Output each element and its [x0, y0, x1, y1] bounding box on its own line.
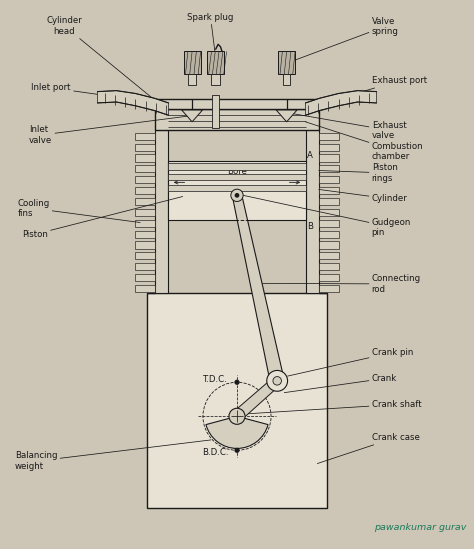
Bar [319, 133, 338, 140]
Bar [212, 95, 219, 128]
Text: Crank case: Crank case [318, 433, 419, 463]
Bar [168, 174, 306, 181]
Bar [136, 187, 155, 194]
Text: Inlet port: Inlet port [31, 83, 136, 99]
Polygon shape [306, 91, 376, 115]
Bar [136, 133, 155, 140]
Bar [319, 274, 338, 281]
Bar [319, 187, 338, 194]
Polygon shape [276, 110, 297, 122]
Bar [136, 198, 155, 205]
Bar [319, 176, 338, 183]
Circle shape [267, 371, 288, 391]
Text: B.D.C.: B.D.C. [202, 448, 229, 457]
Bar [136, 144, 155, 150]
Bar [319, 144, 338, 150]
Text: Valve
spring: Valve spring [287, 16, 399, 63]
Circle shape [273, 377, 282, 385]
Text: Cylinder
head: Cylinder head [46, 16, 160, 104]
Polygon shape [233, 377, 281, 421]
Bar [319, 242, 338, 249]
Bar [168, 185, 306, 191]
Text: Exhaust port: Exhaust port [343, 76, 427, 97]
Text: Crank pin: Crank pin [288, 348, 413, 376]
Text: Combustion
chamber: Combustion chamber [306, 122, 423, 161]
Bar [155, 130, 168, 293]
Bar [319, 165, 338, 172]
Bar [319, 198, 338, 205]
Bar [319, 209, 338, 216]
Text: Crank: Crank [284, 374, 397, 393]
Text: Balancing
weight: Balancing weight [15, 440, 211, 471]
Polygon shape [98, 91, 168, 115]
Text: A: A [307, 150, 313, 160]
Bar [319, 253, 338, 259]
Text: Gudgeon
pin: Gudgeon pin [243, 195, 411, 237]
Circle shape [229, 408, 245, 424]
Bar [283, 74, 291, 86]
Circle shape [236, 194, 238, 197]
Polygon shape [232, 194, 284, 382]
Bar [211, 74, 220, 85]
Bar [151, 99, 323, 109]
Text: Crank shaft: Crank shaft [245, 400, 421, 414]
Polygon shape [182, 110, 202, 122]
Bar [183, 52, 201, 74]
Bar [278, 52, 295, 74]
Bar [136, 176, 155, 183]
Text: Connecting
rod: Connecting rod [262, 274, 421, 294]
Bar [319, 263, 338, 270]
Bar [147, 293, 327, 508]
Bar [136, 154, 155, 161]
Text: pawankumar gurav: pawankumar gurav [374, 523, 466, 532]
Bar [136, 220, 155, 227]
Circle shape [231, 189, 243, 201]
Text: T.D.C.: T.D.C. [202, 376, 227, 384]
Text: Piston: Piston [22, 197, 182, 239]
Bar [136, 253, 155, 259]
Bar [319, 220, 338, 227]
Bar [136, 242, 155, 249]
Circle shape [235, 380, 239, 384]
Text: B: B [307, 222, 313, 231]
Bar [306, 130, 319, 293]
Bar [168, 161, 306, 220]
Text: Spark plug: Spark plug [187, 13, 234, 59]
Text: Piston
rings: Piston rings [319, 163, 398, 183]
Bar [207, 52, 224, 74]
Bar [136, 274, 155, 281]
Bar [168, 164, 306, 170]
Bar [136, 231, 155, 238]
Bar [319, 154, 338, 161]
Bar [136, 209, 155, 216]
Bar [155, 109, 319, 130]
Bar [136, 285, 155, 292]
Bar [136, 165, 155, 172]
Text: Bore: Bore [227, 167, 247, 176]
Wedge shape [206, 416, 268, 449]
Text: Exhaust
valve: Exhaust valve [294, 114, 406, 140]
Circle shape [235, 449, 239, 452]
Bar [319, 285, 338, 292]
Text: Cooling
fins: Cooling fins [17, 199, 140, 222]
Text: Cylinder: Cylinder [319, 189, 408, 203]
Text: Inlet
valve: Inlet valve [29, 116, 187, 145]
Bar [136, 263, 155, 270]
Bar [188, 74, 196, 86]
Bar [319, 231, 338, 238]
